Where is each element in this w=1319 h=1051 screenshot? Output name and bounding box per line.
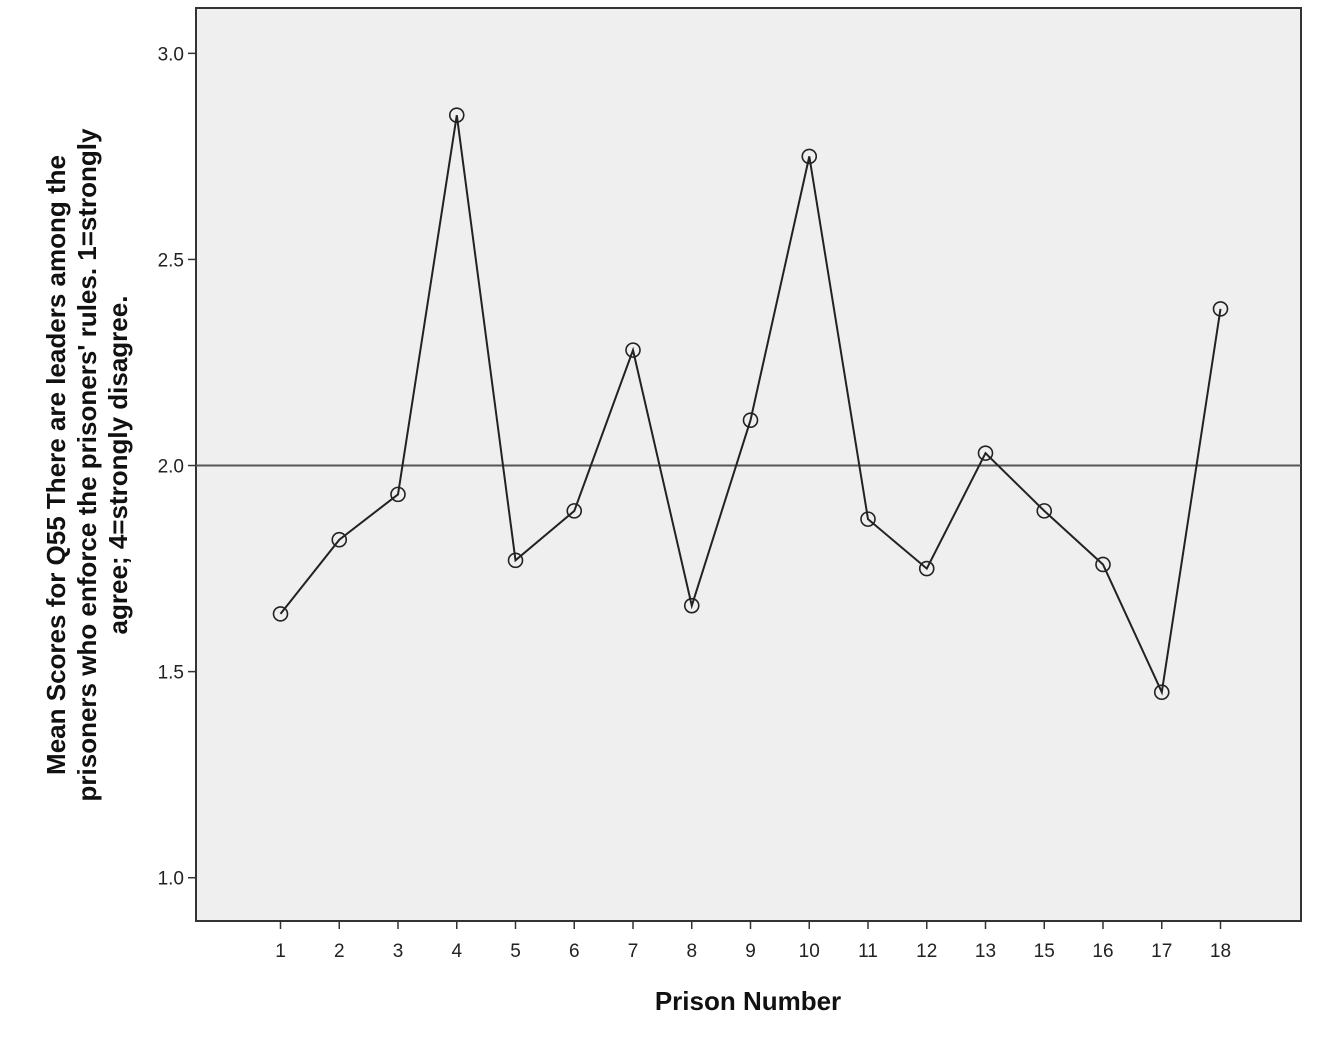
data-point xyxy=(1212,301,1229,317)
data-point xyxy=(977,445,994,461)
data-point xyxy=(331,531,348,548)
x-tick-label: 8 xyxy=(686,941,697,962)
y-axis-title: Mean Scores for Q55 There are leaders am… xyxy=(41,128,133,802)
x-tick-label: 6 xyxy=(569,941,580,962)
x-tick-label: 3 xyxy=(393,941,404,962)
y-tick-label: 1.5 xyxy=(158,663,184,684)
x-axis-title: Prison Number xyxy=(655,986,841,1016)
x-tick-label: 9 xyxy=(745,941,756,962)
data-point xyxy=(801,148,818,165)
x-tick-label: 10 xyxy=(799,941,820,962)
plot-area xyxy=(195,7,1302,922)
data-point xyxy=(742,412,759,428)
x-tick-label: 12 xyxy=(916,941,937,962)
x-tick-label: 11 xyxy=(858,941,878,962)
y-axis-title-line: Mean Scores for Q55 There are leaders am… xyxy=(41,155,71,775)
x-tick-label: 18 xyxy=(1210,941,1231,962)
x-tick-label: 16 xyxy=(1092,941,1113,962)
data-point xyxy=(1153,684,1170,701)
y-tick-label: 2.0 xyxy=(158,457,184,478)
y-axis-title-line: prisoners who enforce the prisoners' rul… xyxy=(72,128,102,802)
x-tick-label: 15 xyxy=(1034,941,1055,962)
data-point xyxy=(272,606,289,622)
data-point xyxy=(860,511,876,527)
y-tick-label: 2.5 xyxy=(158,250,184,271)
data-point xyxy=(625,342,641,358)
data-point xyxy=(390,486,406,503)
data-point xyxy=(566,503,583,519)
data-point xyxy=(1036,503,1053,519)
data-point xyxy=(1095,556,1111,573)
data-points xyxy=(272,107,1229,701)
x-tick-label: 5 xyxy=(510,941,521,962)
x-tick-label: 4 xyxy=(451,941,462,962)
data-point xyxy=(507,552,524,569)
y-axis-title-line: agree; 4=strongly disagree. xyxy=(103,296,133,635)
x-tick-label: 1 xyxy=(275,941,286,962)
x-axis: 1 2 3 4 5 6 7 8 9 10 11 12 13 15 16 17 18 xyxy=(275,921,1231,962)
series-line xyxy=(279,115,1222,696)
data-point xyxy=(918,560,935,577)
x-tick-label: 2 xyxy=(334,941,345,962)
y-tick-label: 1.0 xyxy=(158,869,184,890)
y-tick-label: 3.0 xyxy=(158,44,184,65)
x-tick-label: 13 xyxy=(975,941,996,962)
data-point xyxy=(683,597,700,614)
x-tick-label: 17 xyxy=(1151,941,1172,962)
x-tick-label: 7 xyxy=(628,941,639,962)
data-point xyxy=(448,107,465,123)
y-axis: 1.0 1.5 2.0 2.5 3.0 xyxy=(158,44,196,890)
